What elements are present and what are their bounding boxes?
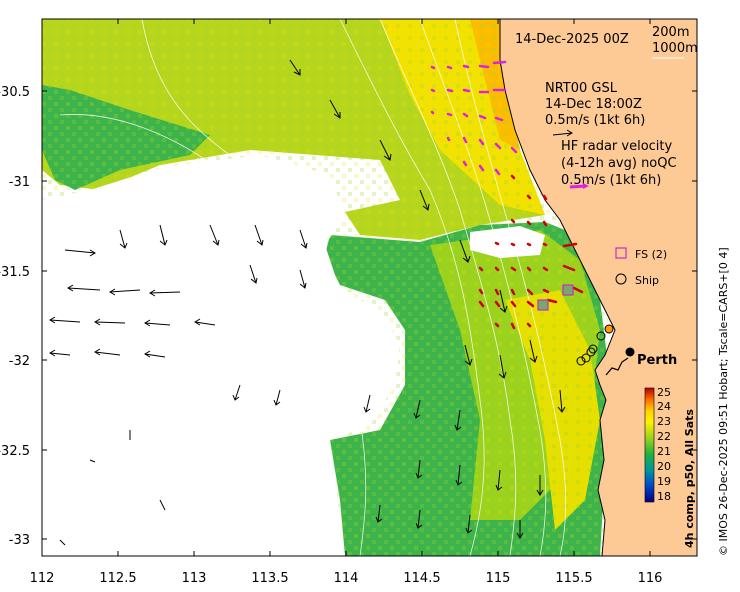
contour-label-1000: 1000m xyxy=(652,41,698,56)
colorbar-tick: 21 xyxy=(657,445,671,458)
colorbar-tick: 20 xyxy=(657,460,671,473)
x-tick-label: 113.5 xyxy=(251,571,288,586)
y-tick-label: -33 xyxy=(9,533,30,548)
x-tick-label: 114 xyxy=(334,571,359,586)
model-current-arrows xyxy=(49,59,566,546)
contour-label-200: 200m xyxy=(652,25,689,40)
credit-text: © IMOS 26-Dec-2025 09:51 Hobart; Tscale=… xyxy=(717,247,730,556)
perth-marker xyxy=(605,347,635,376)
colorbar-tick: 22 xyxy=(657,430,671,443)
x-tick-marks xyxy=(117,19,651,556)
coastline xyxy=(499,19,616,556)
hf-radar-arrows-magenta xyxy=(430,60,518,176)
perth-label: Perth xyxy=(637,353,677,368)
colorbar-title: 4h comp, p50, All Sats xyxy=(683,409,696,548)
hf-radar-title-2: (4-12h avg) noQC xyxy=(561,156,677,171)
colorbar-tick: 25 xyxy=(657,386,671,399)
model-scale-arrow xyxy=(552,129,573,137)
y-tick-label: -32.5 xyxy=(0,444,30,459)
x-tick-label: 116 xyxy=(638,571,663,586)
fs-legend-label: FS (2) xyxy=(635,248,667,261)
colorbar-tick: 19 xyxy=(657,475,671,488)
x-tick-label: 112 xyxy=(30,571,55,586)
y-tick-label: -30.5 xyxy=(0,85,30,100)
cloud-gap-west xyxy=(42,155,400,556)
fs-stations xyxy=(537,284,574,311)
x-tick-label: 115.5 xyxy=(555,571,592,586)
y-tick-label: -32 xyxy=(9,354,30,369)
colorbar-tick: 18 xyxy=(657,490,671,503)
fs-legend-icon xyxy=(615,247,627,259)
y-tick-marks xyxy=(42,90,697,540)
y-tick-label: -31.5 xyxy=(0,265,30,280)
x-tick-label: 115 xyxy=(486,571,511,586)
model-time: 14-Dec 18:00Z xyxy=(545,97,642,112)
x-tick-label: 113 xyxy=(182,571,207,586)
y-tick-label: -31 xyxy=(9,175,30,190)
model-name: NRT00 GSL xyxy=(545,81,618,96)
ship-legend-label: Ship xyxy=(635,274,659,287)
x-tick-label: 112.5 xyxy=(99,571,136,586)
x-tick-label: 114.5 xyxy=(403,571,440,586)
ship-track xyxy=(576,324,614,366)
plot-frame xyxy=(41,18,698,557)
colorbar-tick: 24 xyxy=(657,400,671,413)
date-label: 14-Dec-2025 00Z xyxy=(515,32,629,47)
model-scale: 0.5m/s (1kt 6h) xyxy=(545,113,645,128)
ship-legend-icon xyxy=(615,273,627,285)
y-axis: -30.5 -31 -31.5 -32 -32.5 -33 xyxy=(0,85,30,548)
colorbar-tick: 23 xyxy=(657,415,671,428)
hf-radar-arrows-red xyxy=(478,174,584,330)
hf-radar-title-1: HF radar velocity xyxy=(561,139,673,154)
hf-radar-scale: 0.5m/s (1kt 6h) xyxy=(561,173,661,188)
colorbar: 25 24 23 22 21 20 19 18 xyxy=(644,386,671,503)
x-axis: 112 112.5 113 113.5 114 114.5 115 115.5 … xyxy=(30,571,663,586)
cloud-gap-center xyxy=(470,226,545,258)
